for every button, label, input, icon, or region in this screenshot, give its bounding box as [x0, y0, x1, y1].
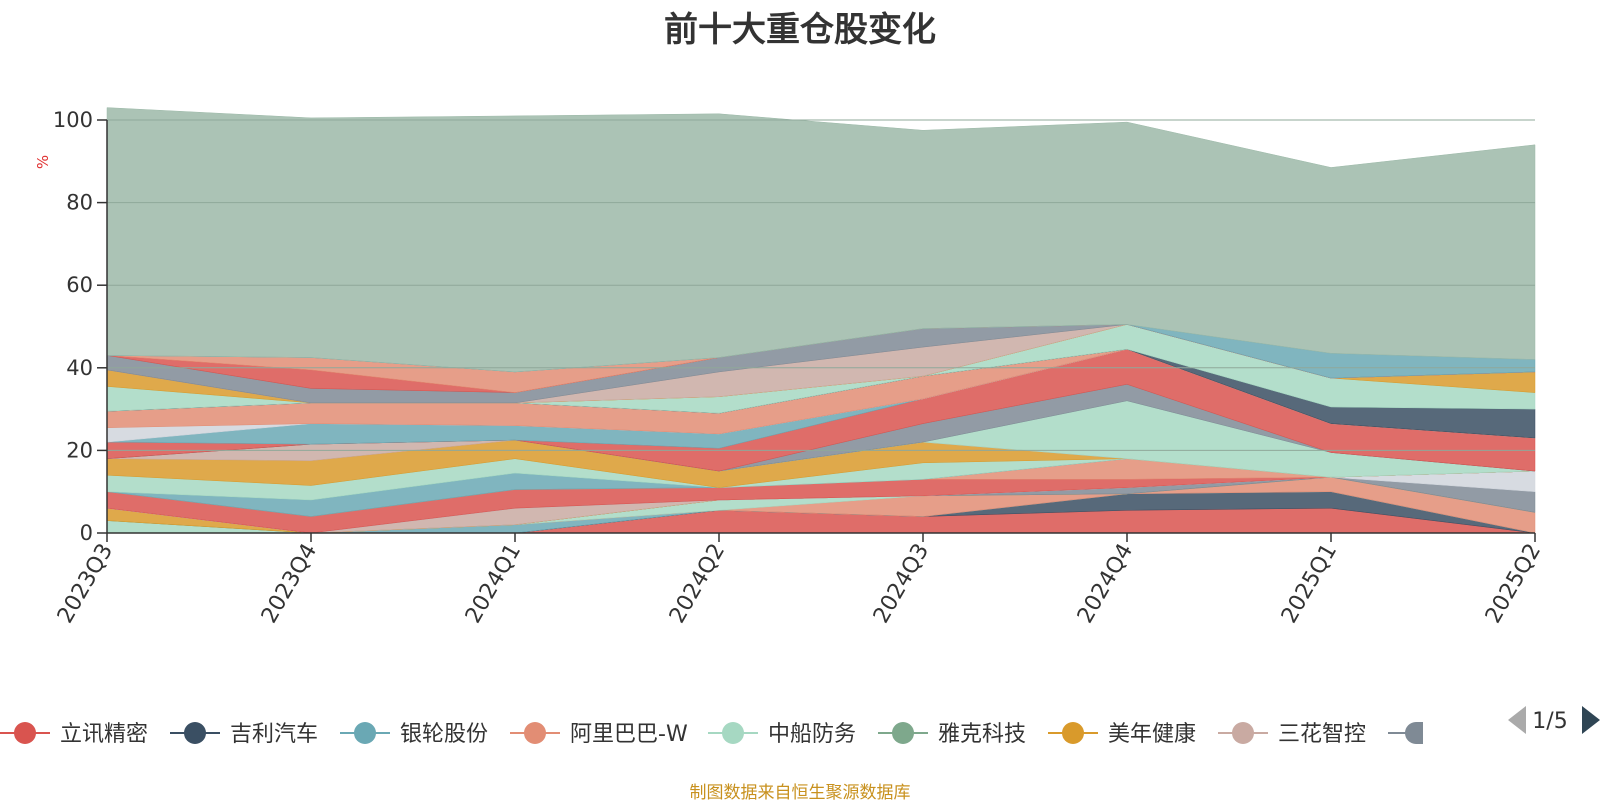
legend-item[interactable]: 银轮股份 — [340, 722, 488, 747]
legend-label: 吉利汽车 — [230, 722, 318, 747]
legend-marker-icon — [524, 722, 546, 744]
y-tick-label: 100 — [53, 108, 93, 132]
legend-item[interactable]: 三花智控 — [1218, 722, 1366, 747]
legend-marker-icon — [184, 722, 206, 744]
legend-item[interactable]: 雅克科技 — [878, 722, 1026, 747]
x-tick-label: 2025Q2 — [1481, 540, 1546, 628]
legend-item[interactable]: 美年健康 — [1048, 722, 1196, 747]
legend-marker-icon — [1062, 722, 1084, 744]
legend-marker-icon — [892, 722, 914, 744]
y-tick-label: 60 — [66, 273, 93, 297]
legend-item[interactable]: 立讯精密 — [0, 722, 148, 747]
legend-label: 中船防务 — [768, 722, 856, 747]
legend-pager: 1/5 — [1508, 706, 1600, 734]
legend-marker-icon — [354, 722, 376, 744]
legend: 立讯精密 吉利汽车 银轮股份 阿里巴巴-W 中船防务 雅克科技 美年健康 三花智控 — [0, 722, 1423, 747]
legend-label: 银轮股份 — [400, 722, 488, 747]
legend-page-indicator: 1/5 — [1532, 709, 1567, 734]
x-tick-label: 2023Q3 — [53, 540, 118, 628]
legend-label: 阿里巴巴-W — [570, 722, 688, 747]
y-tick-label: 0 — [80, 521, 93, 545]
legend-marker-icon — [1232, 722, 1254, 744]
x-tick-label: 2024Q2 — [665, 540, 730, 628]
x-tick-label: 2023Q4 — [257, 540, 322, 628]
legend-item[interactable]: 中船防务 — [708, 722, 856, 747]
legend-marker-icon — [1405, 722, 1423, 744]
y-tick-label: 40 — [66, 356, 93, 380]
area-series-30 — [106, 107, 1536, 373]
x-tick-label: 2025Q1 — [1277, 540, 1342, 628]
x-tick-label: 2024Q3 — [869, 540, 934, 628]
y-tick-label: 20 — [66, 438, 93, 462]
legend-item[interactable] — [1388, 722, 1423, 744]
legend-prev-page-icon[interactable] — [1508, 706, 1526, 734]
chart-title: 前十大重仓股变化 — [664, 10, 936, 50]
legend-label: 三花智控 — [1278, 722, 1366, 747]
legend-label: 立讯精密 — [60, 722, 148, 747]
x-tick-label: 2024Q1 — [461, 540, 526, 628]
x-tick-label: 2024Q4 — [1073, 540, 1138, 628]
source-note: 制图数据来自恒生聚源数据库 — [689, 783, 911, 803]
legend-item[interactable]: 吉利汽车 — [170, 722, 318, 747]
legend-label: 雅克科技 — [938, 722, 1026, 747]
y-tick-label: 80 — [66, 191, 93, 215]
legend-marker-icon — [14, 722, 36, 744]
legend-item[interactable]: 阿里巴巴-W — [510, 722, 688, 747]
gridlines — [107, 119, 1535, 451]
y-axis-unit-label: % — [34, 155, 52, 169]
legend-label: 美年健康 — [1108, 722, 1196, 747]
area-series-layer — [106, 107, 1536, 534]
legend-next-page-icon[interactable] — [1582, 706, 1600, 734]
legend-marker-icon — [722, 722, 744, 744]
